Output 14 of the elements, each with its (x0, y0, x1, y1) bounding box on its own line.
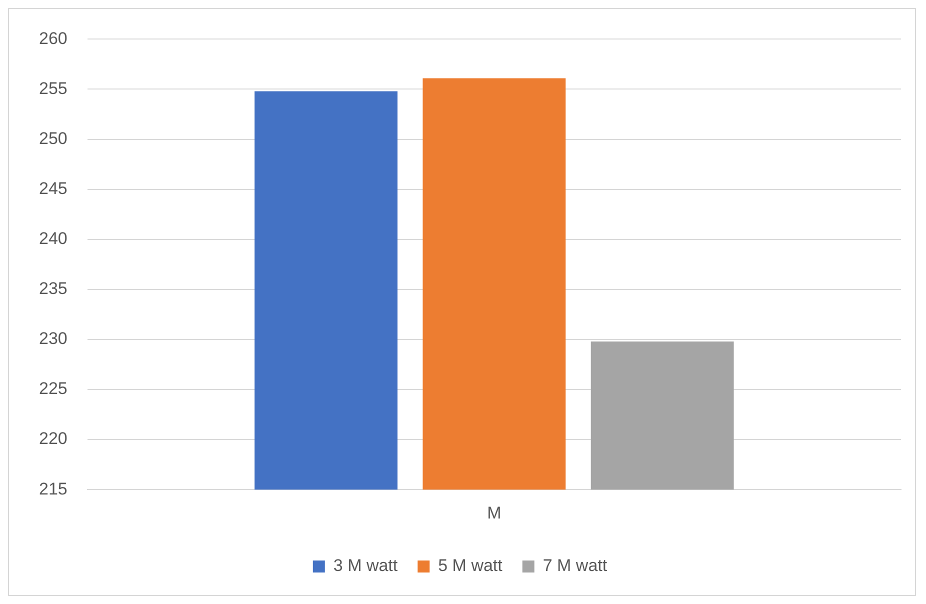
y-tick-label: 235 (38, 279, 68, 298)
y-tick-label: 225 (38, 379, 68, 398)
y-tick-label: 240 (38, 229, 68, 248)
y-tick-label: 215 (38, 479, 68, 498)
y-tick-label: 250 (38, 128, 68, 148)
x-tick-label: M (487, 503, 502, 522)
legend-label: 5 M watt (438, 556, 503, 576)
y-tick-label: 230 (38, 329, 68, 348)
y-tick-label: 245 (38, 179, 68, 198)
y-tick-label: 220 (38, 429, 68, 448)
legend-label: 3 M watt (333, 556, 398, 576)
y-tick-label: 260 (38, 28, 68, 48)
legend-label: 7 M watt (542, 556, 608, 576)
y-tick-label: 255 (38, 78, 68, 98)
